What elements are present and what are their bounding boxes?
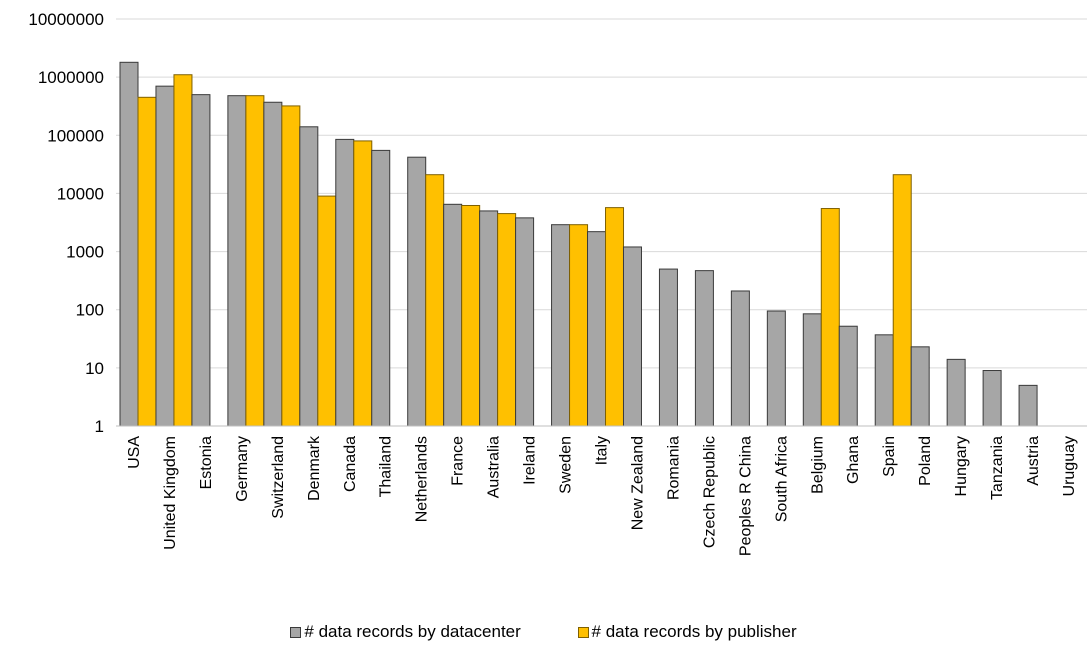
- x-category-label: South Africa: [773, 436, 790, 522]
- x-category-label: Netherlands: [414, 436, 431, 522]
- bar-datacenter: [263, 101, 283, 427]
- bar-datacenter: [910, 346, 930, 427]
- legend: # data records by datacenter # data reco…: [0, 622, 1087, 643]
- x-category-label: Poland: [917, 436, 934, 486]
- bar-publisher: [820, 208, 840, 427]
- bar-datacenter: [946, 358, 966, 427]
- x-category-label: Austria: [1025, 436, 1042, 486]
- bar-publisher: [892, 174, 912, 427]
- x-category-label: Romania: [665, 436, 682, 500]
- bar-datacenter: [299, 126, 319, 427]
- bar-publisher: [425, 174, 445, 427]
- x-category-label: New Zealand: [629, 436, 646, 530]
- y-axis-ticks: 1 10 100 1000 10000 100000 1000000 10000000: [28, 10, 104, 436]
- bar-datacenter: [407, 156, 427, 427]
- legend-label-publisher: # data records by publisher: [591, 622, 797, 641]
- x-category-label: Denmark: [306, 435, 323, 501]
- bar-datacenter: [479, 210, 499, 427]
- x-category-label: Hungary: [953, 436, 970, 496]
- y-tick-label: 10000: [57, 184, 104, 203]
- bar-datacenter: [766, 310, 786, 427]
- bar-datacenter: [730, 290, 750, 427]
- y-tick-label: 1000: [66, 243, 104, 262]
- legend-label-datacenter: # data records by datacenter: [304, 622, 521, 641]
- bar-datacenter: [515, 217, 535, 427]
- legend-swatch-publisher: [577, 626, 589, 638]
- bar-datacenter: [622, 246, 642, 427]
- x-category-label: Germany: [234, 436, 251, 502]
- bar-datacenter: [227, 95, 247, 427]
- bar-datacenter: [982, 370, 1002, 427]
- y-tick-label: 100000: [47, 126, 104, 145]
- legend-item-publisher: # data records by publisher: [577, 622, 797, 642]
- x-category-label: Ireland: [522, 436, 539, 485]
- bar-publisher: [317, 195, 337, 427]
- x-category-label: Italy: [594, 436, 611, 465]
- bar-publisher: [137, 96, 157, 427]
- bar-publisher: [497, 213, 517, 427]
- bar-datacenter: [155, 85, 175, 427]
- x-category-label: USA: [126, 436, 143, 469]
- bar-datacenter: [443, 203, 463, 427]
- bar-publisher: [281, 105, 301, 427]
- y-tick-label: 10000000: [28, 10, 104, 29]
- bar-datacenter: [802, 313, 822, 427]
- bar-chart: 1 10 100 1000 10000 100000 1000000 10000000 USA…: [28, 10, 1087, 556]
- x-category-label: Spain: [881, 436, 898, 477]
- x-category-label: Estonia: [198, 436, 215, 489]
- bar-datacenter: [119, 61, 139, 427]
- bar-datacenter: [587, 231, 607, 427]
- x-category-label: Sweden: [558, 436, 575, 494]
- legend-item-datacenter: # data records by datacenter: [290, 622, 521, 642]
- bar-publisher: [245, 95, 265, 427]
- bar-datacenter: [191, 94, 211, 427]
- x-category-label: Peoples R China: [737, 436, 754, 556]
- y-tick-label: 10: [85, 359, 104, 378]
- x-category-label: Thailand: [378, 436, 395, 497]
- bar-datacenter: [551, 224, 571, 427]
- y-tick-label: 1: [95, 417, 104, 436]
- x-category-label: Uruguay: [1061, 436, 1078, 496]
- bar-datacenter: [658, 268, 678, 427]
- x-category-label: Ghana: [845, 436, 862, 484]
- x-category-label: France: [450, 436, 467, 486]
- x-category-label: Switzerland: [270, 436, 287, 519]
- x-category-label: Belgium: [809, 436, 826, 494]
- bar-datacenter: [371, 149, 391, 427]
- x-category-label: Tanzania: [989, 436, 1006, 500]
- bar-publisher: [605, 207, 625, 427]
- bar-datacenter: [335, 138, 355, 427]
- x-axis-categories: USA United Kingdom Estonia Germany Switzerla…: [126, 435, 1078, 556]
- bar-datacenter: [1018, 384, 1038, 427]
- bar-publisher: [353, 140, 373, 427]
- bar-publisher: [461, 204, 481, 427]
- bar-publisher: [569, 224, 589, 427]
- bar-datacenter: [838, 325, 858, 427]
- x-category-label: United Kingdom: [162, 436, 179, 550]
- bar-publisher: [173, 74, 193, 427]
- x-category-label: Czech Republic: [701, 436, 718, 548]
- bars: [119, 61, 1038, 427]
- legend-swatch-datacenter: [290, 626, 302, 638]
- y-tick-label: 100: [76, 301, 104, 320]
- bar-datacenter: [694, 270, 714, 427]
- bar-datacenter: [874, 334, 894, 427]
- x-category-label: Australia: [486, 436, 503, 498]
- x-category-label: Canada: [342, 436, 359, 492]
- y-tick-label: 1000000: [38, 68, 104, 87]
